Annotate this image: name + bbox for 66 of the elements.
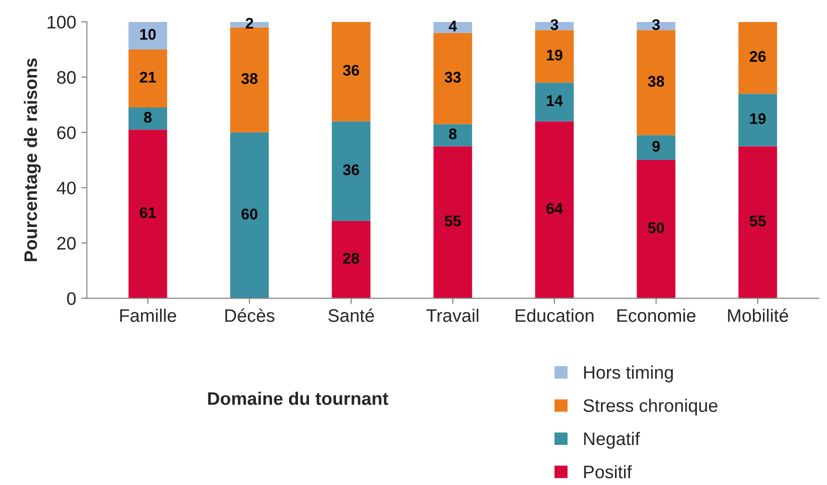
bar (433, 124, 472, 146)
x-tick-label: Travail (426, 308, 478, 322)
x-tick-label: Famille (120, 308, 176, 322)
x-tick-label: Mobilité (728, 308, 788, 322)
bar (230, 27, 269, 132)
y-tick-label: 100 (48, 16, 76, 29)
y-tick-label: 40 (56, 182, 76, 194)
legend-label: Stress chronique (584, 398, 718, 416)
data-label: 4 (448, 20, 457, 32)
data-label: 36 (342, 64, 360, 76)
data-label: 19 (546, 50, 562, 60)
data-label: 19 (750, 113, 766, 124)
legend-label: Negatif (584, 432, 640, 449)
bar (433, 32, 472, 124)
data-label: 2 (246, 18, 254, 29)
x-tick-label: Décès (225, 308, 274, 322)
bar (128, 22, 168, 50)
bar (332, 22, 370, 122)
bar (128, 108, 168, 130)
y-axis-title: Pourcentage de raisons (24, 58, 41, 262)
x-tick-label: Economie (617, 308, 696, 322)
bar (332, 121, 370, 221)
data-label: 33 (444, 72, 461, 83)
y-tick-label: 0 (67, 292, 76, 305)
data-label: 8 (449, 128, 457, 140)
bar (128, 130, 168, 298)
bar (128, 49, 168, 108)
data-label: 10 (140, 28, 156, 40)
bar (738, 94, 778, 146)
data-label: 14 (546, 95, 563, 106)
bar (636, 135, 676, 160)
bar (433, 22, 472, 33)
data-label: 3 (652, 19, 660, 30)
y-tick-label: 60 (57, 126, 76, 140)
bar (535, 30, 574, 83)
data-label: 61 (140, 207, 156, 218)
data-label: 50 (648, 222, 664, 234)
data-label: 55 (444, 216, 461, 226)
y-tick-label: 20 (57, 236, 76, 250)
data-label: 60 (242, 208, 258, 220)
bar (433, 146, 472, 298)
y-tick-label: 80 (57, 71, 76, 84)
data-label: 8 (144, 112, 152, 123)
bar (535, 121, 574, 298)
legend-label: Hors timing (584, 366, 673, 382)
data-label: 28 (343, 252, 360, 264)
data-label: 9 (652, 140, 660, 152)
x-axis-title: Domaine du tournant (208, 392, 388, 405)
data-label: 21 (140, 72, 156, 82)
bar (332, 220, 370, 298)
x-tick-label: Education (516, 308, 594, 322)
data-label: 3 (550, 19, 558, 30)
data-label: 55 (750, 216, 766, 226)
data-label: 38 (648, 76, 664, 87)
data-label: 38 (241, 73, 258, 84)
data-label: 36 (342, 164, 360, 176)
bar (535, 82, 574, 122)
bar (636, 160, 676, 298)
data-label: 26 (750, 51, 766, 62)
x-tick-label: Santé (328, 308, 374, 322)
bar (738, 22, 778, 94)
bar (230, 132, 269, 298)
data-label: 64 (546, 203, 563, 214)
bar (738, 146, 778, 298)
legend-label: Positif (584, 465, 632, 478)
bar (636, 30, 676, 136)
